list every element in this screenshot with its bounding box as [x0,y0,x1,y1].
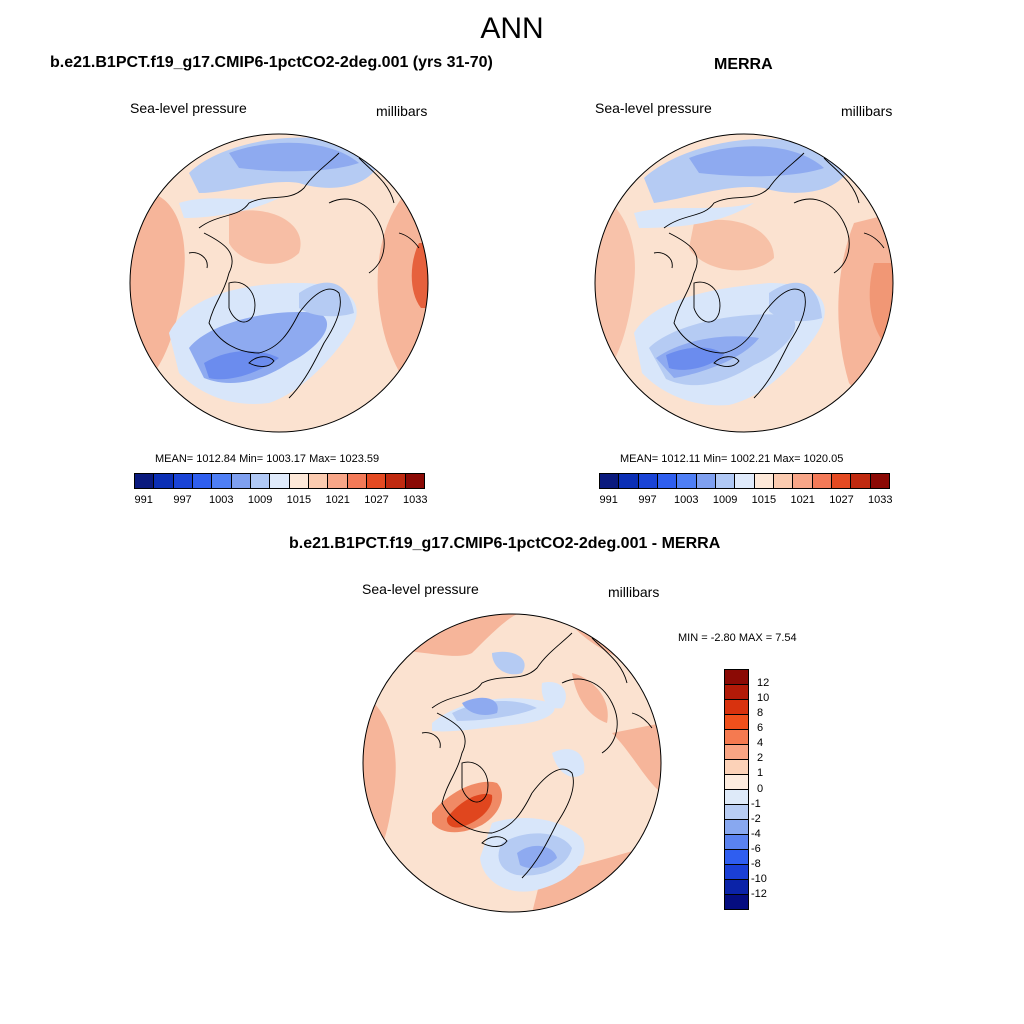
panel-1-stats: MEAN= 1012.84 Min= 1003.17 Max= 1023.59 [155,453,380,465]
colorbar-swatch [386,474,406,488]
colorbar-tick-label: 1021 [790,494,815,506]
colorbar-tick-label: 8 [757,707,764,720]
colorbar-tick-label: 1015 [286,494,312,506]
panel-3-colorbar [724,669,749,910]
panel-1-colorbar [134,473,425,489]
colorbar-swatch [231,474,251,488]
colorbar-swatch [725,850,748,865]
colorbar-tick-label: 10 [757,692,770,705]
colorbar-tick-label: 1003 [674,494,699,506]
colorbar-swatch [725,820,748,835]
colorbar-swatch [793,474,813,488]
panel-2-colorbar [599,473,890,489]
colorbar-swatch [870,474,889,488]
colorbar-swatch [638,474,658,488]
colorbar-tick-label: -1 [751,797,761,810]
colorbar-swatch [725,790,748,805]
colorbar-tick-label: -8 [751,857,761,870]
colorbar-swatch [773,474,794,488]
colorbar-swatch [725,775,748,790]
colorbar-swatch [600,474,620,488]
colorbar-swatch [619,474,639,488]
colorbar-tick-label: -4 [751,827,761,840]
colorbar-tick-label: -6 [751,842,761,855]
colorbar-swatch [725,805,748,820]
panel-1-title: b.e21.B1PCT.f19_g17.CMIP6-1pctCO2-2deg.0… [50,54,493,71]
colorbar-tick-label: 1015 [751,494,777,506]
panel-3-min-max: MIN = -2.80 MAX = 7.54 [678,632,797,644]
colorbar-tick-label: -10 [751,872,767,885]
panel-3-polar-map [362,613,662,913]
colorbar-tick-label: 997 [173,494,192,506]
colorbar-swatch [289,474,309,488]
colorbar-swatch [328,474,348,488]
panel-2-title: MERRA [714,56,773,73]
colorbar-tick-label: 1027 [829,494,854,506]
colorbar-swatch [725,865,748,880]
colorbar-tick-label: 1003 [209,494,234,506]
colorbar-swatch [725,745,748,760]
panel-3-units-label: millibars [608,584,660,600]
colorbar-tick-label: 1021 [325,494,350,506]
colorbar-tick-label: 1 [757,767,764,780]
panel-2-variable-label: Sea-level pressure [595,100,712,116]
panel-2-units-label: millibars [841,103,893,119]
panel-1-polar-map [129,133,429,433]
colorbar-swatch [812,474,832,488]
colorbar-swatch [308,474,329,488]
panel-2-polar-map [594,133,894,433]
colorbar-tick-label: 12 [757,677,770,690]
panel-3-title: b.e21.B1PCT.f19_g17.CMIP6-1pctCO2-2deg.0… [289,535,721,552]
panel-1-units-label: millibars [376,103,428,119]
colorbar-tick-label: 1027 [364,494,389,506]
colorbar-tick-label: 1009 [712,494,738,506]
colorbar-swatch [135,474,155,488]
colorbar-tick-label: -2 [751,812,761,825]
colorbar-swatch [754,474,774,488]
colorbar-tick-label: -12 [751,887,767,900]
colorbar-tick-label: 1033 [868,494,893,506]
main-title: ANN [480,12,544,45]
colorbar-swatch [173,474,193,488]
colorbar-swatch [725,760,748,775]
colorbar-swatch [851,474,871,488]
colorbar-swatch [212,474,232,488]
colorbar-swatch [725,715,748,730]
panel-3-variable-label: Sea-level pressure [362,581,479,597]
colorbar-swatch [725,895,748,909]
colorbar-swatch [270,474,290,488]
panel-2-stats: MEAN= 1012.11 Min= 1002.21 Max= 1020.05 [620,453,844,465]
colorbar-swatch [192,474,213,488]
colorbar-swatch [715,474,736,488]
colorbar-swatch [725,835,748,850]
colorbar-swatch [696,474,716,488]
panel-1-colorbar-labels: 991 997 1003 1009 1015 1021 1027 1033 [134,494,428,508]
colorbar-swatch [405,474,424,488]
colorbar-tick-label: 1009 [247,494,273,506]
panel-2-colorbar-labels: 991 997 1003 1009 1015 1021 1027 1033 [599,494,893,508]
colorbar-swatch [725,880,748,895]
colorbar-tick-label: 6 [757,722,764,735]
colorbar-swatch [366,474,387,488]
colorbar-swatch [725,685,748,700]
colorbar-tick-label: 991 [599,494,618,506]
panel-3-colorbar-labels: 12 10 8 6 4 2 1 0 -1 -2 -4 -6 -8 -10 -12 [751,669,797,910]
colorbar-swatch [154,474,174,488]
colorbar-swatch [250,474,271,488]
colorbar-tick-label: 997 [638,494,657,506]
colorbar-tick-label: 0 [757,782,764,795]
colorbar-swatch [831,474,852,488]
colorbar-swatch [725,700,748,715]
colorbar-swatch [657,474,678,488]
colorbar-swatch [347,474,367,488]
colorbar-tick-label: 991 [134,494,153,506]
colorbar-tick-label: 1033 [403,494,428,506]
colorbar-swatch [725,670,748,685]
colorbar-swatch [725,730,748,745]
panel-1-variable-label: Sea-level pressure [130,100,247,116]
colorbar-swatch [735,474,755,488]
colorbar-tick-label: 2 [757,752,764,765]
colorbar-swatch [677,474,697,488]
colorbar-tick-label: 4 [757,737,764,750]
